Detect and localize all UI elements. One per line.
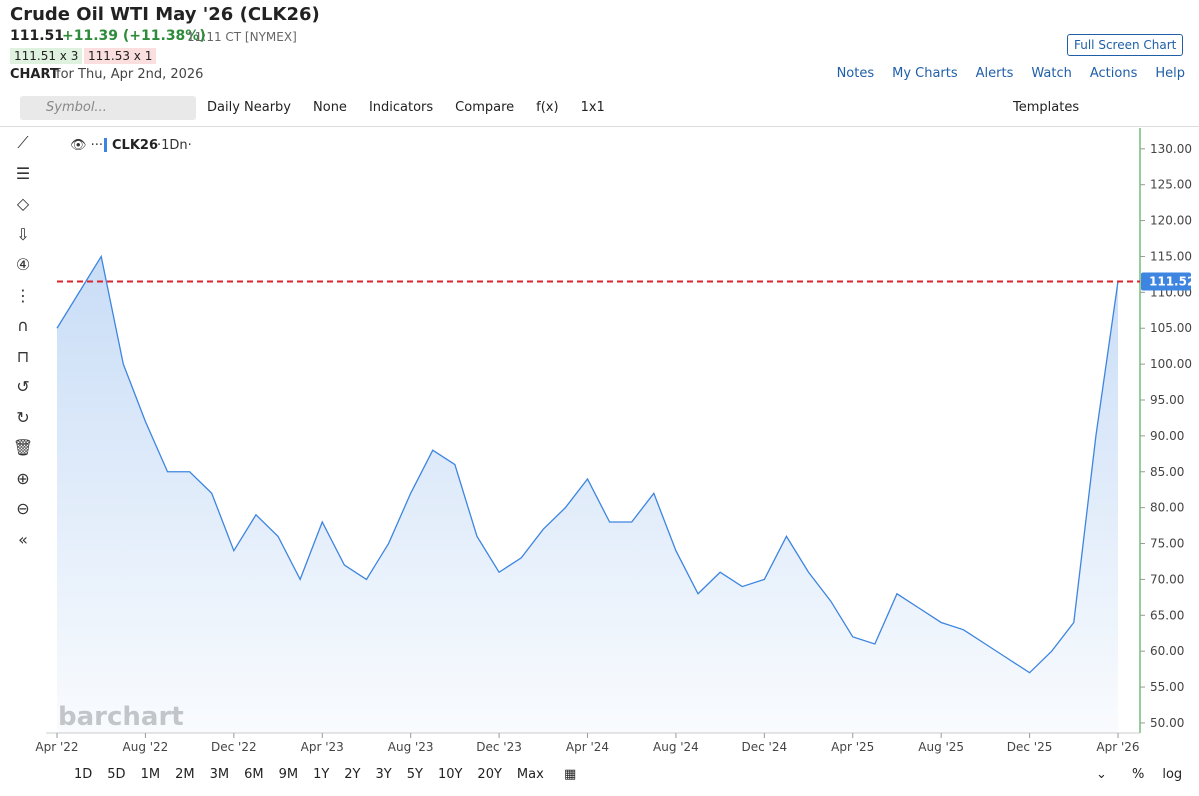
full-screen-button[interactable]: Full Screen Chart xyxy=(1067,34,1184,56)
y-tick-label: 65.00 xyxy=(1150,608,1184,622)
x-tick-label: Aug '25 xyxy=(918,740,964,754)
y-tick-label: 100.00 xyxy=(1150,357,1192,371)
range-button[interactable]: 2M xyxy=(175,767,195,782)
x-tick-label: Dec '25 xyxy=(1007,740,1053,754)
range-button[interactable]: 3Y xyxy=(375,767,392,782)
ask: 111.53 x 1 xyxy=(84,48,157,64)
x-tick-label: Apr '23 xyxy=(301,740,344,754)
templates-button[interactable]: Templates xyxy=(1013,100,1080,115)
y-tick-label: 80.00 xyxy=(1150,501,1184,515)
y-tick-label: 125.00 xyxy=(1150,178,1192,192)
toolbar-items: Daily Nearby None Indicators Compare f(x) 1x1 xyxy=(207,100,605,115)
toolbar xyxy=(0,90,1199,127)
header-link[interactable]: My Charts xyxy=(892,66,958,81)
toolbar-item[interactable]: 1x1 xyxy=(580,100,605,115)
chart-label: CHART xyxy=(10,67,59,82)
x-tick-label: Apr '22 xyxy=(35,740,78,754)
scale-option[interactable]: log xyxy=(1162,767,1183,782)
x-tick-label: Aug '22 xyxy=(123,740,169,754)
y-tick-label: 105.00 xyxy=(1150,321,1192,335)
toolbar-item[interactable]: None xyxy=(313,100,347,115)
area-fill xyxy=(57,256,1118,733)
y-tick-label: 90.00 xyxy=(1150,429,1184,443)
header-link[interactable]: Alerts xyxy=(975,66,1014,81)
range-button[interactable]: 5D xyxy=(107,767,126,782)
range-buttons: 1D 5D 1M 2M 3M 6M 9M 1Y 2Y 3Y 5Y 10Y 20Y Max xyxy=(74,767,544,782)
quote-time: 11:11 CT [NYMEX] xyxy=(187,30,297,44)
header-links: Notes My Charts Alerts Watch Actions Help xyxy=(837,66,1185,81)
y-tick-label: 115.00 xyxy=(1150,249,1192,263)
y-tick-label: 120.00 xyxy=(1150,214,1192,228)
toolbar-item[interactable]: Daily Nearby xyxy=(207,100,292,115)
range-button[interactable]: 2Y xyxy=(344,767,361,782)
range-button[interactable]: 1M xyxy=(140,767,161,782)
range-button[interactable]: 10Y xyxy=(437,767,463,782)
last-price: 111.51 xyxy=(10,28,65,44)
header-link[interactable]: Notes xyxy=(836,66,875,81)
range-button[interactable]: 20Y xyxy=(477,767,502,782)
scale-options: % log xyxy=(1132,767,1182,782)
range-button[interactable]: 5Y xyxy=(406,767,423,782)
range-button[interactable]: 3M xyxy=(209,767,230,782)
scale-option[interactable]: % xyxy=(1132,767,1145,782)
y-tick-label: 85.00 xyxy=(1150,465,1184,479)
range-button[interactable]: 6M xyxy=(244,767,264,782)
y-tick-label: 55.00 xyxy=(1150,680,1184,694)
header-link[interactable]: Actions xyxy=(1089,66,1138,81)
y-tick-label: 50.00 xyxy=(1150,716,1184,730)
toolbar-item[interactable]: f(x) xyxy=(536,100,559,115)
price-change: +11.39 (+11.38%) xyxy=(62,28,206,44)
legend-interval: ·1Dn· xyxy=(157,138,192,153)
sidebar-tools[interactable]: ⟋ ☰ ◇ ⇩ ④ ⋮ ∩ ⊓ ↺ ↻ 🗑 ⊕ ⊖ « xyxy=(12,133,34,549)
x-tick-label: Apr '25 xyxy=(831,740,874,754)
last-price-label: 111.52 xyxy=(1149,274,1195,288)
header-link[interactable]: Help xyxy=(1155,66,1185,81)
x-tick-label: Dec '23 xyxy=(476,740,522,754)
last-price-marker xyxy=(1141,272,1191,291)
collapse-icon[interactable]: ⌄ xyxy=(1096,767,1107,782)
calendar-icon[interactable]: ▦ xyxy=(564,767,577,782)
range-button[interactable]: Max xyxy=(516,767,544,782)
y-tick-label: 95.00 xyxy=(1150,393,1184,407)
symbol-search[interactable]: Symbol... xyxy=(20,96,196,120)
chart-date: for Thu, Apr 2nd, 2026 xyxy=(56,67,204,82)
x-tick-label: Apr '24 xyxy=(566,740,609,754)
legend-swatch xyxy=(104,138,107,152)
toolbar-item[interactable]: Compare xyxy=(455,100,515,115)
legend-icon: 👁 ··· xyxy=(70,138,103,153)
x-tick-label: Apr '26 xyxy=(1096,740,1139,754)
range-button[interactable]: 1D xyxy=(74,767,93,782)
range-button[interactable]: 1Y xyxy=(313,767,330,782)
bid: 111.51 x 3 xyxy=(10,48,83,64)
toolbar-item[interactable]: Indicators xyxy=(368,100,434,115)
title: Crude Oil WTI May '26 (CLK26) xyxy=(10,4,320,25)
y-tick-label: 70.00 xyxy=(1150,572,1184,586)
x-tick-label: Dec '22 xyxy=(211,740,257,754)
range-button[interactable]: 9M xyxy=(278,767,299,782)
y-tick-label: 75.00 xyxy=(1150,537,1184,551)
header-link[interactable]: Watch xyxy=(1031,66,1072,81)
x-tick-label: Dec '24 xyxy=(742,740,788,754)
x-tick-label: Aug '24 xyxy=(653,740,699,754)
y-tick-label: 60.00 xyxy=(1150,644,1184,658)
legend-symbol: CLK26 xyxy=(112,138,158,153)
y-tick-label: 130.00 xyxy=(1150,142,1192,156)
x-tick-label: Aug '23 xyxy=(388,740,434,754)
price-line xyxy=(56,254,1119,674)
